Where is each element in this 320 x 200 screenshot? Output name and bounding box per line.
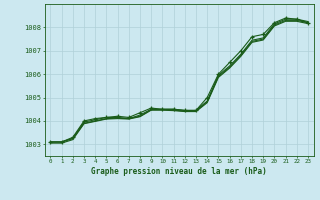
X-axis label: Graphe pression niveau de la mer (hPa): Graphe pression niveau de la mer (hPa) — [91, 167, 267, 176]
